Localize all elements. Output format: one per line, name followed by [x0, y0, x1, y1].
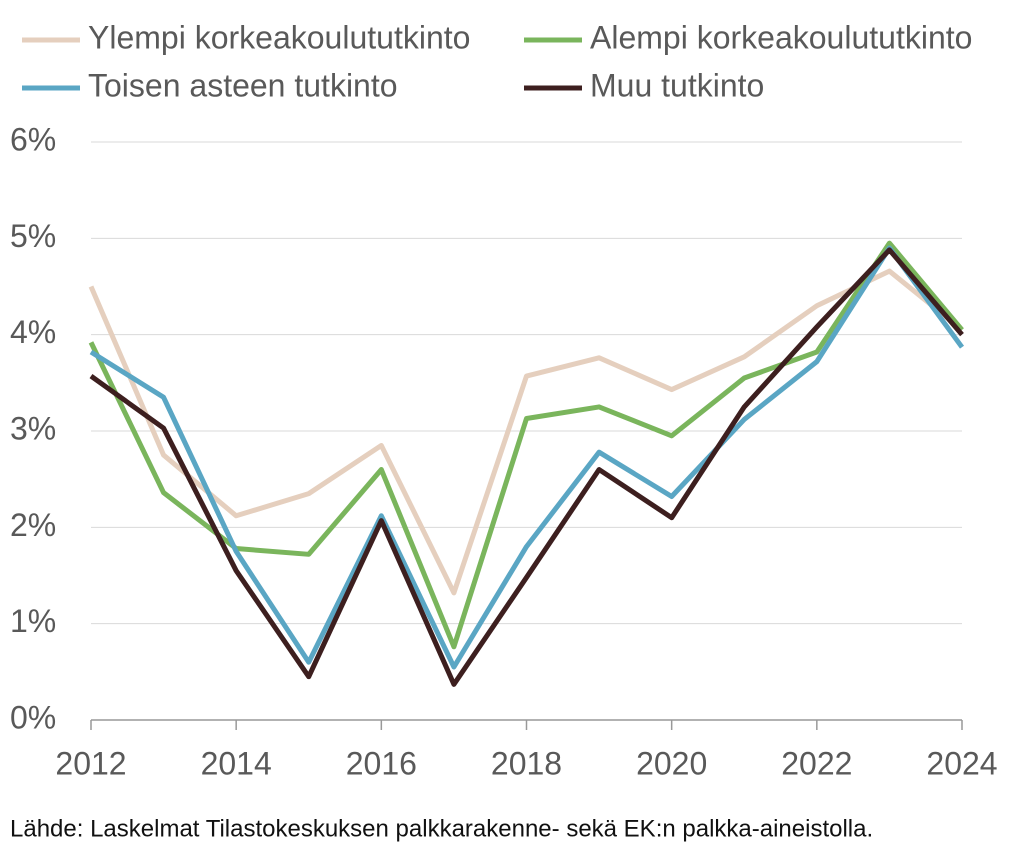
y-tick-label: 2%	[10, 507, 56, 543]
x-tick-label: 2022	[781, 745, 852, 781]
legend-label: Muu tutkinto	[590, 67, 764, 103]
y-tick-label: 4%	[10, 314, 56, 350]
y-tick-label: 6%	[10, 121, 56, 157]
legend-label: Alempi korkeakoulututkinto	[590, 19, 972, 55]
data-line	[88, 240, 964, 650]
y-tick-label: 3%	[10, 410, 56, 446]
data-line	[88, 268, 964, 596]
x-tick-label: 2016	[346, 745, 417, 781]
source-note: Lähde: Laskelmat Tilastokeskuksen palkka…	[10, 815, 873, 842]
x-tick-label: 2014	[201, 745, 272, 781]
x-tick-label: 2020	[636, 745, 707, 781]
data-line	[89, 247, 964, 687]
y-tick-label: 0%	[10, 699, 56, 735]
legend-label: Toisen asteen tutkinto	[88, 67, 398, 103]
data-line	[89, 245, 965, 670]
y-tick-label: 1%	[10, 603, 56, 639]
x-tick-label: 2012	[55, 745, 126, 781]
x-tick-label: 2018	[491, 745, 562, 781]
x-tick-label: 2024	[926, 745, 997, 781]
legend-label: Ylempi korkeakoulututkinto	[88, 19, 470, 55]
y-tick-label: 5%	[10, 218, 56, 254]
